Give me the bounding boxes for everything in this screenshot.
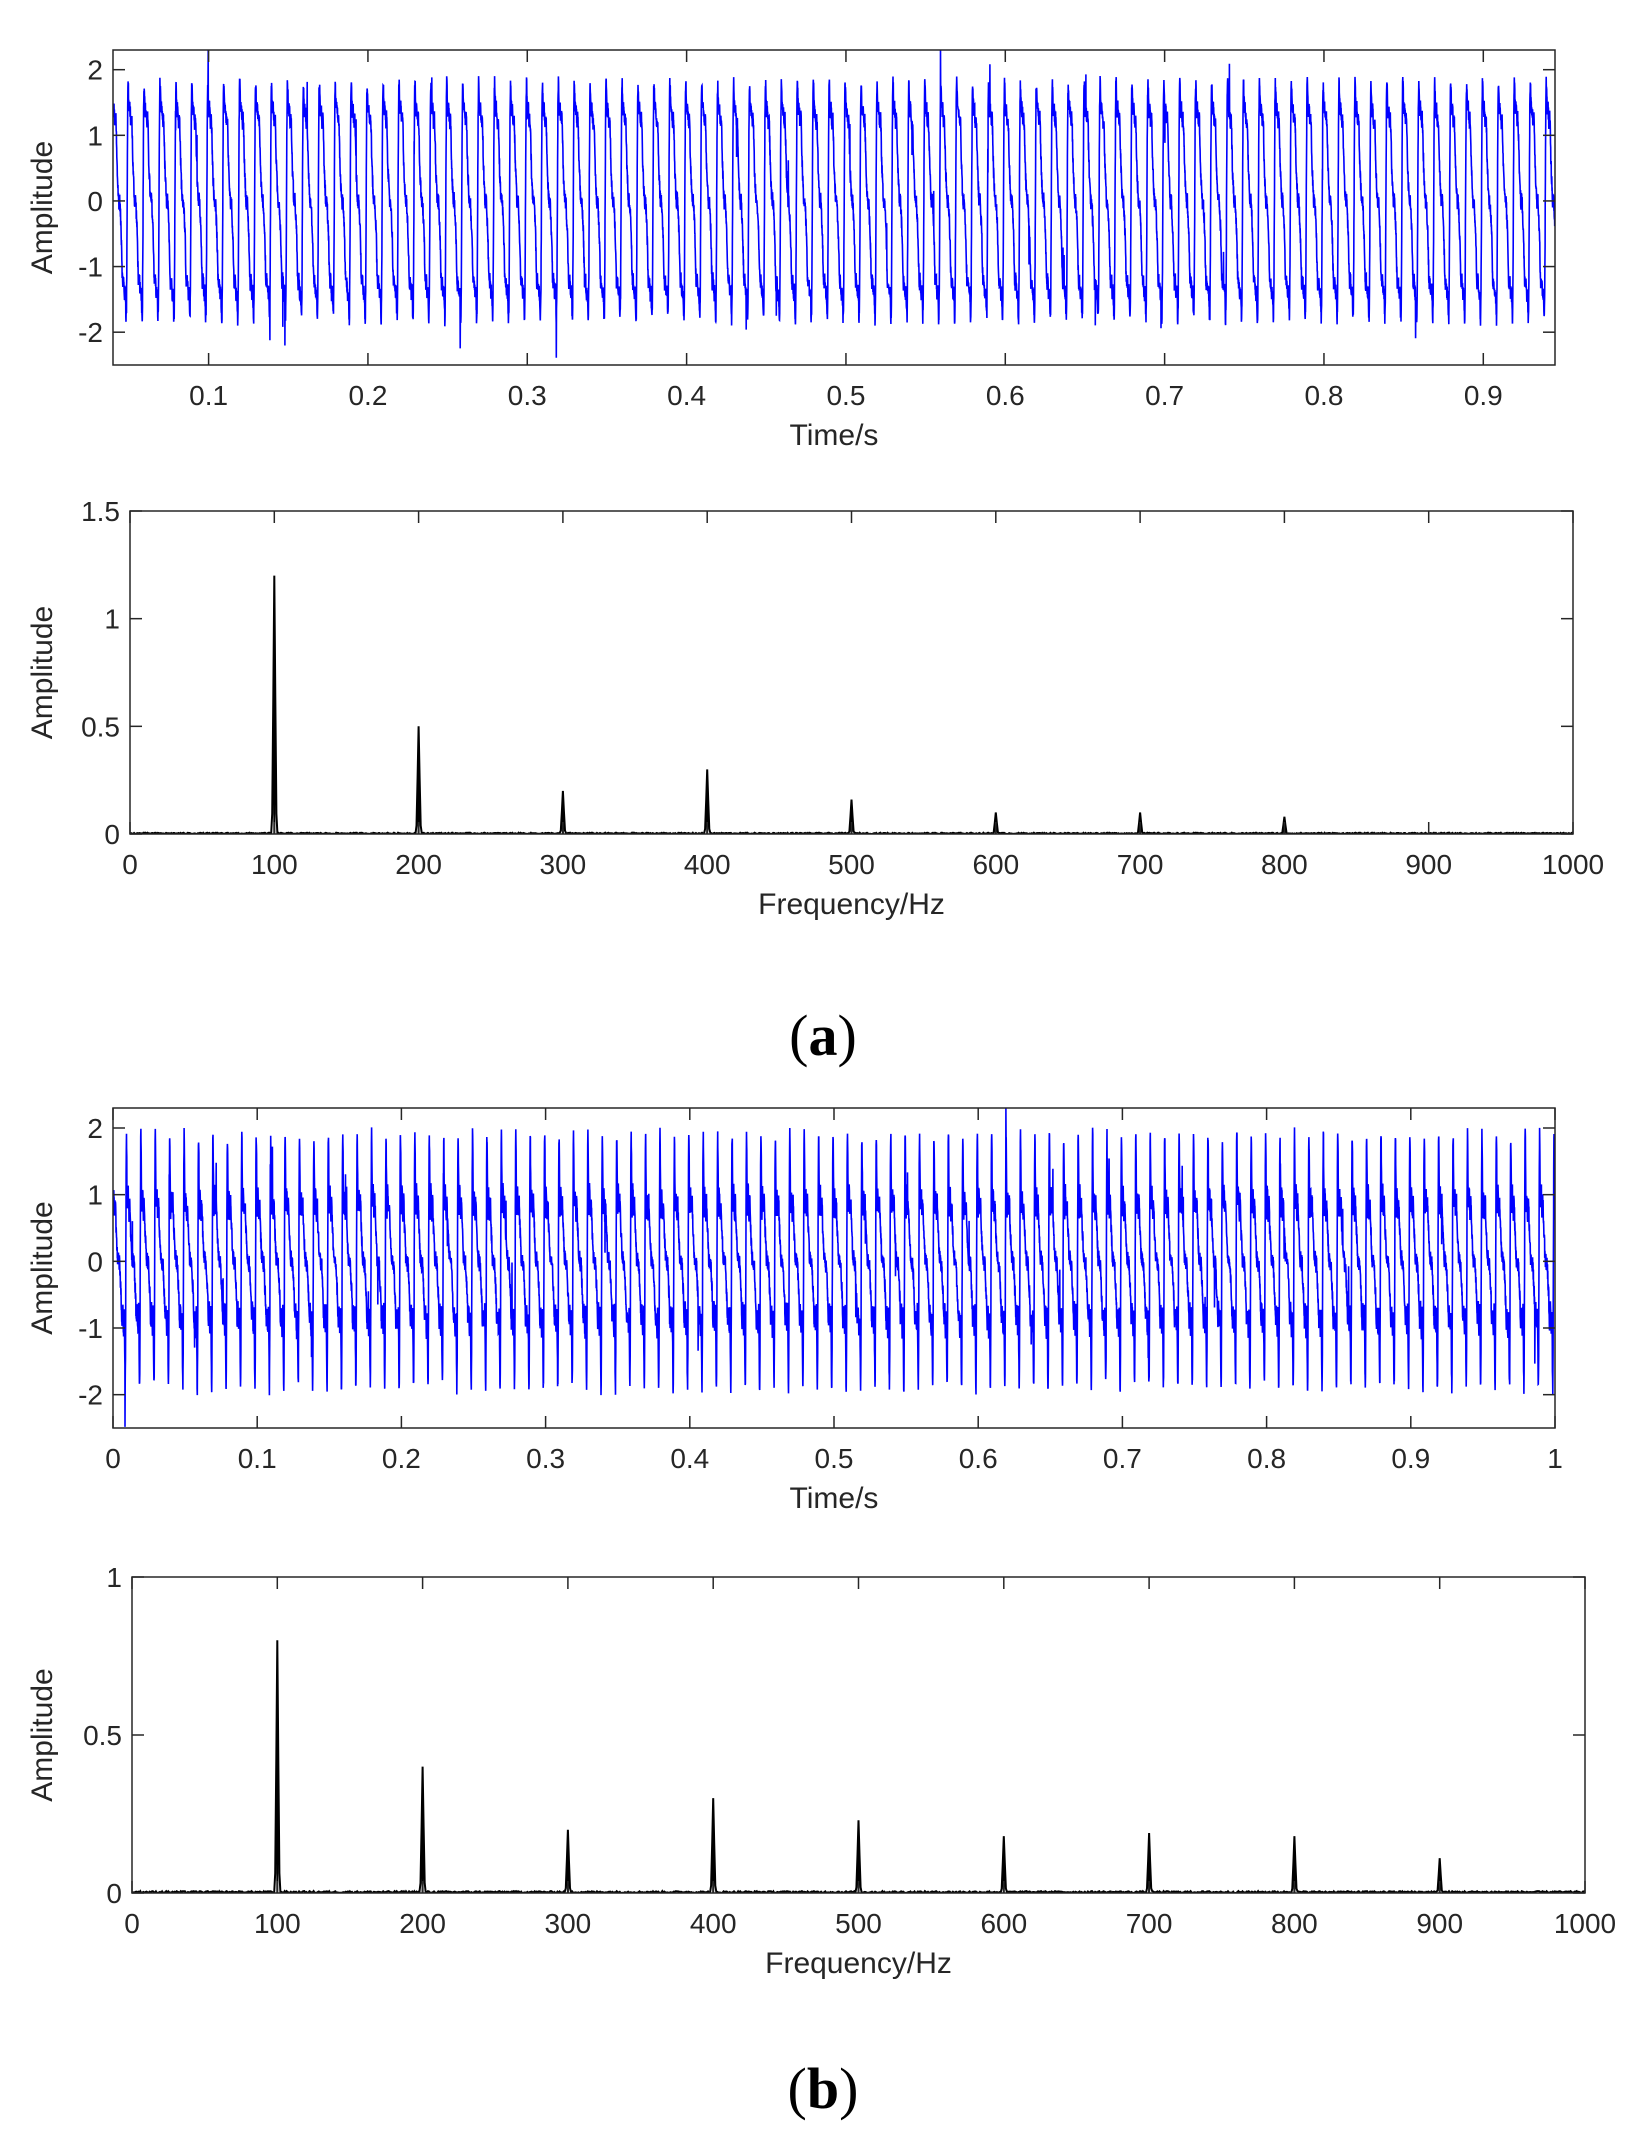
x-tick-label: 0.2 <box>382 1443 421 1474</box>
x-tick-label: 500 <box>835 1908 882 1939</box>
chart-b-frequency-spectrum: 0 100 200 300 400 500 600 700 800 900 1000 0 0.5 1 Fre… <box>26 1562 1616 1980</box>
x-tick-label: 0 <box>105 1443 121 1474</box>
x-tick-label: 1 <box>1547 1443 1563 1474</box>
x-tick-label: 1000 <box>1554 1908 1616 1939</box>
x-tick-label: 0.7 <box>1145 380 1184 411</box>
x-tick-label: 0.9 <box>1464 380 1503 411</box>
x-tick-label: 0.1 <box>238 1443 277 1474</box>
y-tick-label: -2 <box>78 317 103 348</box>
x-tick-label: 100 <box>251 849 298 880</box>
x-tick-label: 0.8 <box>1304 380 1343 411</box>
y-tick-label: 0 <box>87 1246 103 1277</box>
panel-label-a: (a) <box>789 1003 857 1068</box>
y-axis-label: Amplitude <box>26 1668 59 1801</box>
x-tick-label: 300 <box>540 849 587 880</box>
x-tick-label: 200 <box>395 849 442 880</box>
x-tick-label: 0.7 <box>1103 1443 1142 1474</box>
x-tick-label: 200 <box>399 1908 446 1939</box>
y-tick-label: -2 <box>78 1380 103 1411</box>
x-tick-label: 900 <box>1405 849 1452 880</box>
panel-label-b: (b) <box>788 2056 859 2121</box>
y-tick-label: -1 <box>78 252 103 283</box>
x-tick-label: 100 <box>254 1908 301 1939</box>
x-tick-label: 0 <box>124 1908 140 1939</box>
x-tick-label: 0.3 <box>526 1443 565 1474</box>
x-tick-label: 300 <box>545 1908 592 1939</box>
x-tick-label: 500 <box>828 849 875 880</box>
x-tick-label: 800 <box>1271 1908 1318 1939</box>
x-tick-label: 0.1 <box>189 380 228 411</box>
x-tick-label: 0.2 <box>348 380 387 411</box>
x-tick-label: 0 <box>122 849 138 880</box>
x-tick-label: 1000 <box>1542 849 1604 880</box>
x-axis-label: Frequency/Hz <box>758 888 945 921</box>
x-tick-label: 600 <box>980 1908 1027 1939</box>
x-tick-label: 400 <box>690 1908 737 1939</box>
chart-a-time-signal: 0.1 0.2 0.3 0.4 0.5 0.6 0.7 0.8 0.9 -2 -1 0 1 2 Time/s… <box>26 49 1556 452</box>
y-tick-label: 2 <box>87 1113 103 1144</box>
x-tick-label: 400 <box>684 849 731 880</box>
chart-a-frequency-spectrum: 0 100 200 300 400 500 600 700 800 900 1000 0 0.5 1 1.5… <box>26 496 1604 921</box>
x-tick-label: 0.8 <box>1247 1443 1286 1474</box>
y-axis-label: Amplitude <box>26 606 59 739</box>
x-tick-label: 0.4 <box>670 1443 709 1474</box>
x-tick-label: 700 <box>1126 1908 1173 1939</box>
x-tick-label: 0.6 <box>986 380 1025 411</box>
x-tick-label: 900 <box>1416 1908 1463 1939</box>
y-tick-label: 1.5 <box>81 496 120 527</box>
x-axis-label: Time/s <box>790 419 879 452</box>
y-tick-label: 0 <box>106 1878 122 1909</box>
x-tick-label: 0.6 <box>959 1443 998 1474</box>
series-line-a-time <box>113 50 1555 358</box>
x-tick-label: 0.5 <box>815 1443 854 1474</box>
y-tick-label: 0.5 <box>83 1720 122 1751</box>
y-axis-label: Amplitude <box>26 141 59 274</box>
y-tick-label: 1 <box>106 1562 122 1593</box>
y-tick-label: 1 <box>87 120 103 151</box>
x-tick-label: 0.5 <box>826 380 865 411</box>
x-tick-label: 700 <box>1117 849 1164 880</box>
x-tick-label: 0.4 <box>667 380 706 411</box>
axes-box <box>112 49 1556 366</box>
series-line-b-time <box>113 1108 1555 1427</box>
chart-b-time-signal: 0 0.1 0.2 0.3 0.4 0.5 0.6 0.7 0.8 0.9 1 -2 -1 0 1 2 Time… <box>26 1107 1563 1515</box>
y-axis-label: Amplitude <box>26 1201 59 1334</box>
x-axis-label: Time/s <box>790 1482 879 1515</box>
x-axis-label: Frequency/Hz <box>765 1947 952 1980</box>
y-tick-label: 0.5 <box>81 711 120 742</box>
y-tick-label: 1 <box>104 604 120 635</box>
y-tick-label: 0 <box>104 819 120 850</box>
x-tick-label: 800 <box>1261 849 1308 880</box>
y-tick-label: -1 <box>78 1313 103 1344</box>
x-tick-label: 0.3 <box>508 380 547 411</box>
y-tick-label: 1 <box>87 1180 103 1211</box>
series-line-b-spectrum <box>132 1640 1585 1893</box>
y-tick-label: 0 <box>87 186 103 217</box>
y-tick-label: 2 <box>87 55 103 86</box>
x-tick-label: 0.9 <box>1391 1443 1430 1474</box>
x-tick-label: 600 <box>972 849 1019 880</box>
